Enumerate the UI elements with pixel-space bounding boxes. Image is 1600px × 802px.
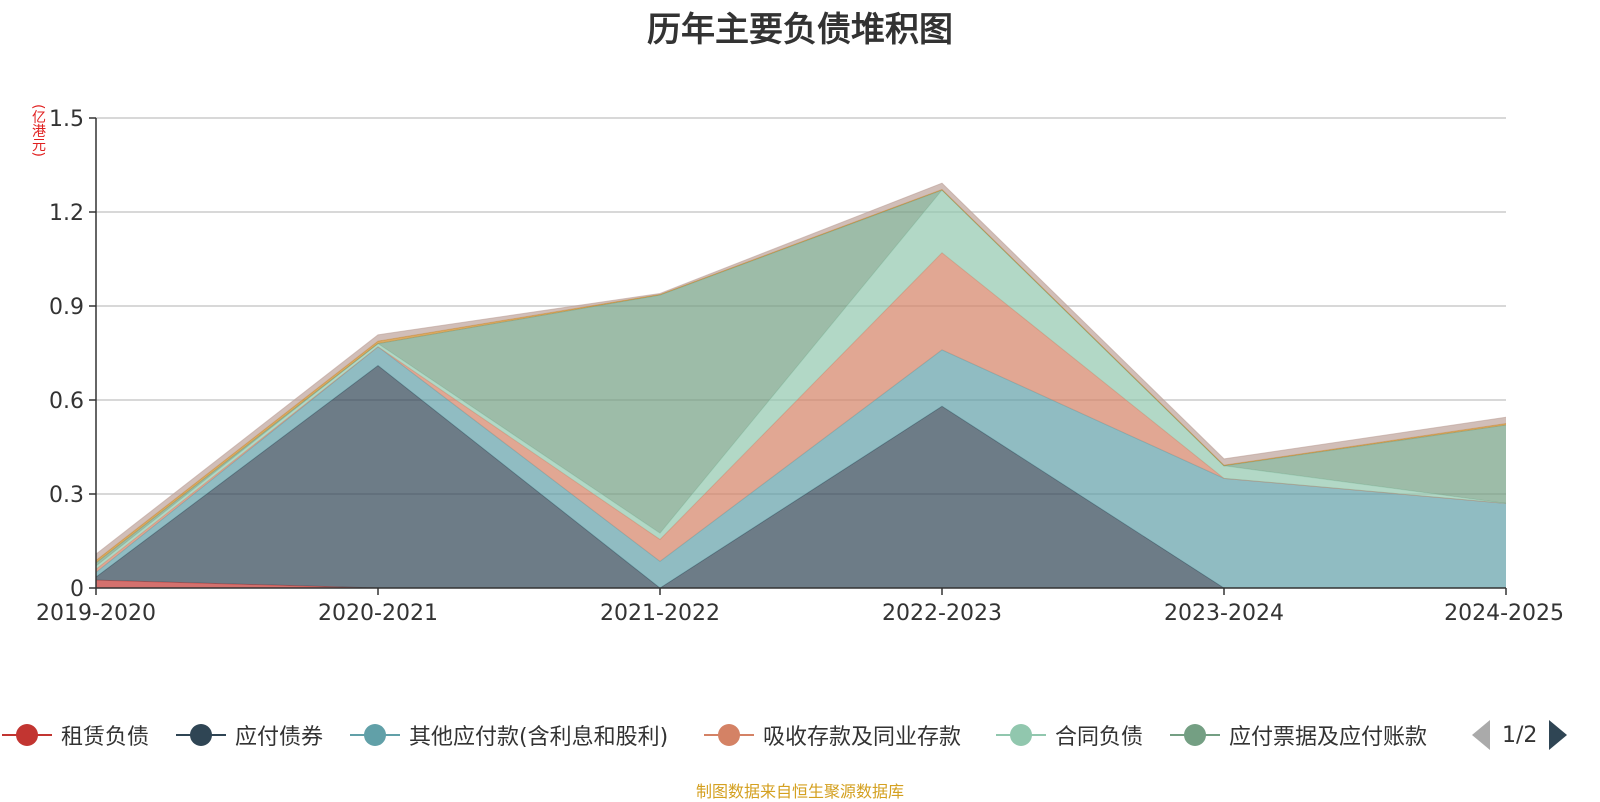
legend-item[interactable]: 合同负债: [996, 718, 1143, 752]
y-tick-label: 0.9: [49, 295, 84, 320]
legend: 租赁负债 应付债券 其他应付款(含利息和股利) 吸收存款及同业存款 合同负债 应付票据及应…: [0, 718, 1600, 752]
legend-symbol-icon: [704, 718, 754, 752]
legend-page-indicator: 1/2: [1502, 722, 1538, 748]
legend-item[interactable]: 租赁负债: [2, 718, 149, 752]
legend-symbol-icon: [996, 718, 1046, 752]
area-series-6: [96, 190, 1506, 567]
area-series-4: [96, 252, 1506, 573]
y-axis-unit-label: (亿港元): [30, 104, 46, 157]
area-series-5: [96, 190, 1506, 570]
x-tick-label: 2024-2025: [1444, 601, 1564, 626]
legend-label: 吸收存款及同业存款: [763, 725, 962, 750]
legend-symbol-icon: [1170, 718, 1220, 752]
legend-next-icon[interactable]: [1549, 720, 1568, 750]
axes: 0 0.3 0.6 0.9 1.2 1.5 2019-2020 2020-2021 2021-2…: [36, 107, 1564, 626]
legend-item[interactable]: 吸收存款及同业存款: [704, 718, 961, 752]
y-tick-label: 1.5: [49, 107, 84, 132]
y-tick-label: 0.3: [49, 483, 84, 508]
legend-label: 租赁负债: [61, 725, 150, 750]
chart-title: 历年主要负债堆积图: [647, 10, 953, 50]
data-source-note: 制图数据来自恒生聚源数据库: [695, 782, 904, 801]
legend-label: 合同负债: [1055, 725, 1144, 750]
legend-label: 应付债券: [235, 725, 324, 750]
legend-pager: 1/2: [1472, 718, 1568, 752]
y-tick-label: 0: [70, 577, 84, 602]
x-tick-label: 2021-2022: [600, 601, 720, 626]
area-series: [95, 182, 1507, 589]
x-tick-label: 2022-2023: [882, 601, 1002, 626]
x-tick-label: 2020-2021: [318, 601, 438, 626]
legend-prev-icon[interactable]: [1472, 720, 1490, 750]
series-line-8: [95, 182, 1507, 555]
legend-label: 应付票据及应付账款: [1229, 725, 1428, 750]
legend-item[interactable]: 应付票据及应付账款: [1170, 718, 1427, 752]
y-tick-label: 1.2: [49, 201, 84, 226]
legend-symbol-icon: [350, 718, 400, 752]
area-series-3: [96, 346, 1506, 588]
y-tick-label: 0.6: [49, 389, 84, 414]
legend-label: 其他应付款(含利息和股利): [409, 725, 669, 750]
legend-symbol-icon: [2, 718, 52, 752]
legend-item[interactable]: 应付债券: [176, 718, 323, 752]
x-tick-label: 2023-2024: [1164, 601, 1284, 626]
legend-item[interactable]: 其他应付款(含利息和股利): [350, 718, 668, 752]
legend-symbol-icon: [176, 718, 226, 752]
area-series-1: [96, 580, 1506, 588]
x-tick-label: 2019-2020: [36, 601, 156, 626]
